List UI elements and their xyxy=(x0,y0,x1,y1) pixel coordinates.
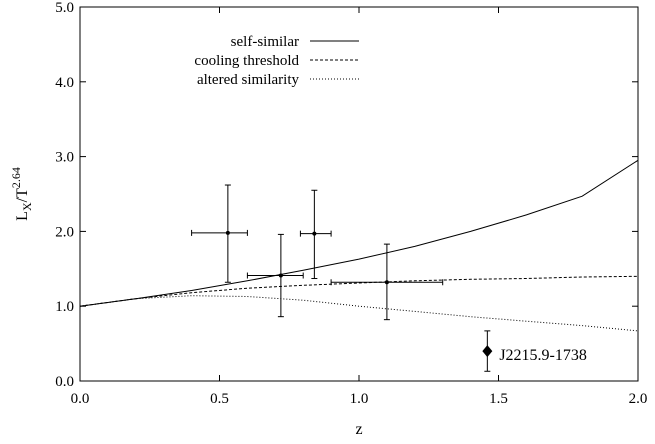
diamond-marker xyxy=(482,345,493,358)
data-point xyxy=(299,189,332,280)
x-tick-label: 2.0 xyxy=(629,391,648,407)
x-tick-label: 1.5 xyxy=(489,391,508,407)
y-tick-label: 0.0 xyxy=(55,374,74,390)
legend-label: self-similar xyxy=(231,34,299,50)
curve-self-similar xyxy=(79,159,639,307)
legend: self-similar cooling threshold altered sim… xyxy=(194,34,359,88)
model-curves xyxy=(79,159,639,332)
legend-label: altered similarity xyxy=(197,72,300,88)
y-tick-label: 5.0 xyxy=(55,0,74,16)
data-point xyxy=(246,233,304,318)
y-tick-label: 3.0 xyxy=(55,150,74,166)
point-marker xyxy=(312,231,317,236)
x-tick-label: 0.5 xyxy=(210,391,229,407)
x-tick-label: 1.0 xyxy=(350,391,369,407)
highlight-label: J2215.9-1738 xyxy=(499,347,587,364)
point-marker xyxy=(278,273,283,278)
data-point xyxy=(330,243,444,321)
y-tick-label: 2.0 xyxy=(55,224,74,240)
y-tick-label: 1.0 xyxy=(55,299,74,315)
point-marker xyxy=(384,280,389,285)
legend-label: cooling threshold xyxy=(194,53,299,69)
plot-frame xyxy=(79,6,639,382)
point-marker xyxy=(225,230,230,235)
x-axis-label: z xyxy=(355,421,362,438)
data-point xyxy=(191,184,248,283)
axis-ticks: 0.0 0.5 1.0 1.5 2.0 0.0 1.0 2.0 3.0 4.0 5.0 xyxy=(55,0,647,407)
x-tick-label: 0.0 xyxy=(71,391,90,407)
data-points: J2215.9-1738 xyxy=(191,184,587,372)
highlight-point: J2215.9-1738 xyxy=(482,330,587,372)
y-tick-label: 4.0 xyxy=(55,75,74,91)
curve-cooling-threshold xyxy=(79,275,639,307)
y-axis-label: LX/T2.64 xyxy=(9,167,34,221)
curve-altered-similarity xyxy=(79,295,639,332)
